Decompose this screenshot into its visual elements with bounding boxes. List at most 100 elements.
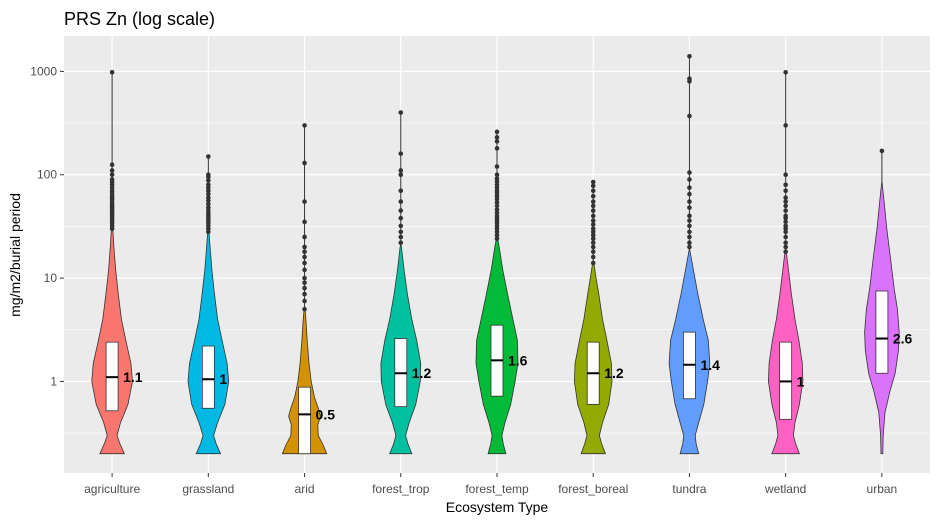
outlier-point (783, 195, 788, 200)
outlier-point (879, 148, 885, 154)
outlier-point (590, 236, 596, 242)
chart-title: PRS Zn (log scale) (64, 9, 215, 29)
y-tick-label: 1 (50, 374, 57, 388)
outlier-point (783, 213, 788, 219)
outlier-point (590, 199, 596, 204)
outlier-point (687, 53, 692, 59)
outlier-point (687, 177, 692, 182)
y-tick-label: 100 (37, 168, 57, 182)
y-tick-label: 10 (44, 271, 58, 285)
outlier-point (302, 267, 307, 273)
box (875, 290, 889, 374)
outlier-point (687, 76, 692, 81)
outlier-point (494, 129, 500, 135)
outlier-point (687, 223, 692, 229)
outlier-point (398, 223, 404, 229)
outlier-point (494, 139, 500, 144)
outlier-point (590, 222, 596, 227)
median-label: 1.2 (604, 365, 624, 381)
outlier-point (109, 172, 115, 178)
outlier-point (206, 195, 211, 200)
violin-group-tundra: 1.4 (668, 53, 720, 455)
outlier-point (398, 110, 404, 115)
outlier-point (494, 200, 500, 205)
outlier-point (398, 188, 404, 194)
outlier-point (590, 213, 596, 219)
outlier-point (783, 123, 788, 128)
median-label: 1.6 (508, 352, 528, 368)
violins: 1.1 1 0.5 1.2 1.6 1.2 1.4 1 2.6 (91, 53, 913, 455)
outlier-point (494, 135, 500, 140)
outlier-point (302, 275, 307, 281)
outlier-point (302, 123, 307, 128)
outlier-point (783, 244, 788, 250)
violin-group-forest_trop: 1.2 (380, 110, 432, 455)
outlier-point (783, 240, 788, 245)
outlier-point (783, 249, 788, 255)
outlier-point (494, 207, 500, 212)
outlier-point (398, 208, 404, 213)
outlier-point (590, 218, 596, 223)
outlier-point (109, 69, 115, 75)
x-tick-label: agriculture (84, 482, 140, 496)
outlier-point (302, 306, 307, 312)
outlier-point (494, 164, 500, 169)
outlier-point (494, 182, 500, 188)
violin-group-wetland: 1 (767, 69, 805, 455)
median-label: 2.6 (893, 331, 913, 347)
outlier-point (398, 229, 404, 235)
outlier-point (206, 191, 211, 197)
x-tick-label: forest_temp (465, 482, 529, 496)
outlier-point (687, 234, 692, 240)
outlier-point (398, 172, 404, 178)
median-label: 1.4 (700, 357, 720, 373)
x-tick-label: forest_trop (372, 482, 430, 496)
outlier-point (783, 172, 788, 178)
outlier-point (494, 203, 500, 209)
outlier-point (494, 232, 500, 238)
outlier-point (687, 213, 692, 219)
outlier-point (687, 240, 692, 245)
outlier-point (590, 244, 596, 250)
outlier-point (590, 240, 596, 245)
outlier-point (109, 168, 115, 173)
outlier-point (783, 223, 788, 229)
outlier-point (398, 234, 404, 240)
outlier-point (783, 234, 788, 240)
outlier-point (398, 240, 404, 245)
outlier-point (783, 69, 788, 75)
x-tick-label: wetland (764, 482, 806, 496)
violin-group-forest_boreal: 1.2 (573, 179, 624, 455)
median-label: 1.2 (412, 365, 432, 381)
outlier-point (687, 170, 692, 175)
outlier-point (590, 254, 596, 260)
box (201, 345, 215, 409)
x-tick-label: arid (295, 482, 315, 496)
outlier-point (590, 188, 596, 194)
outlier-point (206, 182, 211, 188)
outlier-point (206, 154, 211, 159)
outlier-point (687, 205, 692, 210)
outlier-point (687, 244, 692, 250)
outlier-point (783, 199, 788, 204)
outlier-point (398, 151, 404, 156)
outlier-point (687, 113, 692, 119)
violin-group-arid: 0.5 (281, 123, 335, 455)
outlier-point (302, 260, 307, 266)
x-tick-label: tundra (672, 482, 706, 496)
x-tick-label: urban (867, 482, 898, 496)
outlier-point (302, 219, 307, 225)
outlier-point (109, 162, 115, 168)
outlier-point (302, 199, 307, 204)
outlier-point (494, 146, 500, 151)
outlier-point (687, 191, 692, 197)
median-label: 1 (797, 373, 805, 389)
outlier-point (687, 199, 692, 204)
outlier-point (302, 244, 307, 250)
outlier-point (398, 199, 404, 204)
outlier-point (783, 208, 788, 213)
outlier-point (302, 234, 307, 240)
outlier-point (783, 188, 788, 194)
outlier-point (109, 177, 115, 182)
